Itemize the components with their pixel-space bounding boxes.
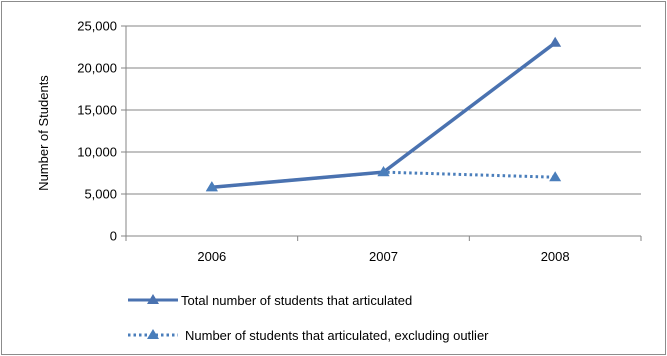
x-tick-label: 2006: [197, 249, 226, 264]
y-tick-label: 5,000: [84, 187, 117, 202]
axes: [121, 25, 642, 241]
y-tick-label: 20,000: [77, 61, 117, 76]
y-tick-label: 0: [110, 229, 117, 244]
x-tick-labels: 2006 2007 2008: [197, 249, 569, 264]
x-tick-label: 2008: [541, 249, 570, 264]
y-tick-labels: 0 5,000 10,000 15,000 20,000 25,000: [77, 19, 117, 244]
y-tick-label: 10,000: [77, 145, 117, 160]
legend-item-total: Total number of students that articulate…: [128, 293, 412, 308]
legend: Total number of students that articulate…: [128, 293, 489, 343]
data-point-series-1: [549, 171, 562, 182]
legend-marker-excluding-outlier: [147, 329, 159, 339]
x-tick-label: 2007: [369, 249, 398, 264]
legend-label-total: Total number of students that articulate…: [181, 293, 412, 308]
y-axis-title: Number of Students: [36, 75, 51, 191]
legend-label-excluding-outlier: Number of students that articulated, exc…: [185, 328, 489, 343]
y-tick-label: 15,000: [77, 103, 117, 118]
series-markers: [205, 36, 562, 192]
data-point-series-1: [205, 181, 218, 192]
data-point-series-0: [549, 36, 562, 47]
legend-marker-total: [147, 294, 159, 304]
data-point-series-1: [377, 166, 390, 177]
y-tick-label: 25,000: [77, 19, 117, 34]
legend-item-excluding-outlier: Number of students that articulated, exc…: [128, 328, 489, 343]
gridlines: [126, 25, 641, 195]
